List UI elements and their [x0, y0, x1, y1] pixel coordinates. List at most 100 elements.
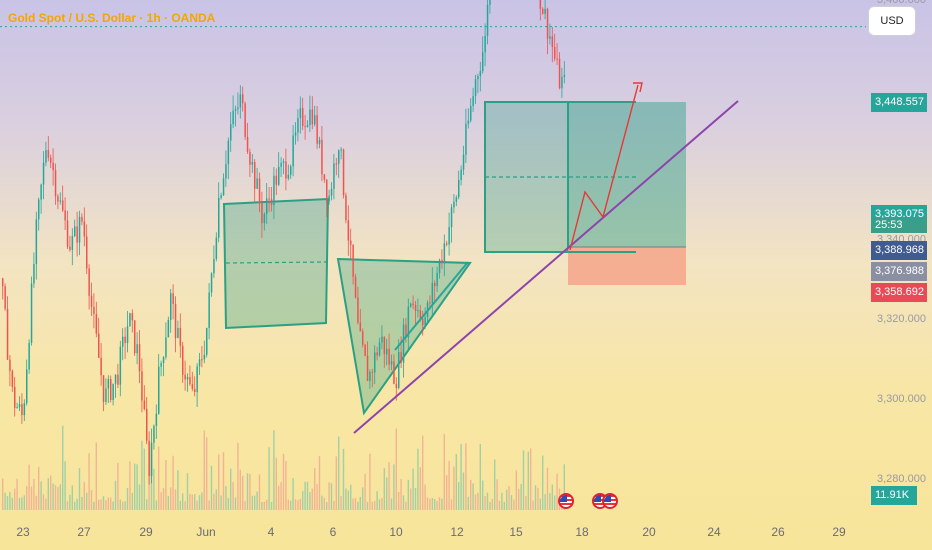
volume-bar [525, 495, 527, 510]
candle-body [38, 199, 40, 220]
candle-body [419, 310, 422, 319]
candle-body [472, 96, 474, 106]
volume-bar [220, 495, 222, 510]
candle-body [148, 440, 150, 477]
volume-bar [554, 495, 556, 510]
volume-badge: 11.91K [871, 486, 917, 505]
volume-bar [393, 464, 395, 510]
x-tick-label: 26 [771, 525, 785, 539]
volume-bar [359, 496, 361, 510]
candle-body [117, 374, 119, 385]
candle-body [129, 313, 131, 327]
candle-body [52, 162, 54, 171]
candle-body [352, 244, 354, 277]
symbol-title[interactable]: Gold Spot / U.S. Dollar · 1h · OANDA [8, 11, 216, 25]
candle-body [16, 407, 18, 409]
volume-bar [141, 440, 143, 510]
candle-body [297, 117, 299, 133]
volume-bar [369, 453, 371, 510]
price-badge-stop: 3,358.692 [871, 283, 927, 302]
candle-body [371, 371, 374, 373]
candle-body [81, 216, 83, 222]
candle-body [333, 163, 335, 189]
volume-bar [462, 472, 465, 510]
candle-body [294, 132, 297, 136]
volume-bar [354, 498, 357, 510]
candle-body [146, 408, 148, 441]
candle-body [328, 195, 330, 202]
us-flag-icon[interactable] [602, 493, 618, 509]
volume-bar [263, 501, 265, 510]
volume-bar [364, 473, 366, 510]
candle-body [218, 197, 220, 238]
candle-body [28, 342, 30, 370]
volume-bar [378, 499, 381, 510]
volume-bar [474, 494, 477, 510]
volume-bar [64, 461, 66, 510]
volume-bar [146, 499, 148, 510]
volume-bar [345, 488, 347, 510]
volume-bar [21, 497, 23, 510]
volume-bar [282, 453, 285, 510]
volume-bar [107, 497, 109, 510]
candle-body [306, 125, 309, 127]
countdown-badge: 25:53 [871, 218, 927, 233]
us-flag-icon[interactable] [558, 493, 574, 509]
candle-body [345, 195, 347, 221]
candle-body [539, 0, 542, 9]
candle-body [398, 352, 400, 388]
volume-bar [244, 500, 246, 510]
volume-bar [6, 496, 9, 510]
volume-bar [234, 497, 237, 510]
volume-bar [160, 492, 162, 510]
volume-bar [496, 479, 498, 510]
volume-bar [213, 493, 215, 510]
candle-body [556, 58, 558, 60]
candle-body [47, 150, 50, 158]
candlesticks [2, 0, 566, 485]
candle-body [162, 357, 165, 364]
volume-bar [112, 501, 114, 510]
candle-body [160, 363, 162, 367]
candle-body [102, 375, 105, 402]
projection-path [569, 84, 639, 251]
volume-bar [119, 499, 121, 510]
candle-body [112, 383, 114, 401]
x-tick-label: Jun [196, 525, 215, 539]
candle-body [88, 268, 90, 296]
candle-body [278, 166, 280, 185]
volume-bar [304, 481, 306, 510]
candle-body [268, 198, 270, 200]
volume-bar [316, 484, 318, 510]
volume-bar [405, 501, 407, 510]
volume-bar [177, 470, 179, 510]
volume-bar [62, 425, 64, 510]
candle-body [122, 336, 124, 347]
candle-body [170, 293, 172, 320]
candle-body [14, 386, 16, 408]
candle-body [479, 71, 482, 77]
candle-body [35, 219, 38, 264]
currency-button[interactable]: USD [868, 6, 916, 36]
candle-body [239, 94, 242, 108]
candle-body [280, 162, 282, 167]
volume-bar [4, 492, 6, 510]
candle-body [196, 366, 198, 393]
candle-body [453, 201, 455, 208]
candle-body [69, 246, 71, 250]
box1-dashed-line [225, 261, 327, 264]
candle-body [83, 221, 86, 237]
volume-bar [98, 499, 100, 510]
candle-body [33, 263, 35, 284]
x-tick-label: 23 [16, 525, 30, 539]
candle-body [458, 179, 460, 198]
candle-body [282, 161, 285, 163]
volume-bar [40, 481, 42, 510]
candle-body [410, 303, 412, 307]
candle-body [412, 303, 414, 305]
candle-body [194, 389, 196, 393]
candle-body [359, 322, 362, 332]
volume-bar [26, 485, 28, 510]
x-tick-label: 24 [707, 525, 721, 539]
